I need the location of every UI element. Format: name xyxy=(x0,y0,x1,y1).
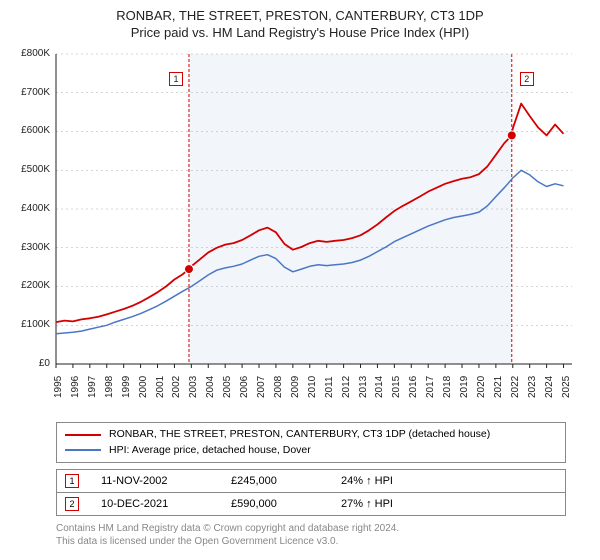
table-marker: 2 xyxy=(65,497,79,511)
sale-marker-1: 1 xyxy=(169,72,183,86)
x-axis-label: 2003 xyxy=(188,376,199,398)
x-axis-label: 1996 xyxy=(70,376,81,398)
x-axis-label: 2013 xyxy=(358,376,369,398)
x-axis-label: 2020 xyxy=(476,376,487,398)
x-axis-label: 2017 xyxy=(425,376,436,398)
legend: RONBAR, THE STREET, PRESTON, CANTERBURY,… xyxy=(56,422,566,464)
legend-label: HPI: Average price, detached house, Dove… xyxy=(109,443,311,459)
x-axis-label: 2021 xyxy=(493,376,504,398)
x-axis-label: 2018 xyxy=(442,376,453,398)
x-axis-label: 2001 xyxy=(155,376,166,398)
footer-line-1: Contains HM Land Registry data © Crown c… xyxy=(56,522,566,535)
sale-marker-2: 2 xyxy=(520,72,534,86)
title-line-2: Price paid vs. HM Land Registry's House … xyxy=(10,25,590,42)
x-axis-label: 2006 xyxy=(239,376,250,398)
x-axis-label: 2012 xyxy=(341,376,352,398)
y-axis-label: £700K xyxy=(10,87,50,98)
sale-price: £245,000 xyxy=(231,475,341,487)
y-axis-label: £200K xyxy=(10,280,50,291)
x-axis-label: 2008 xyxy=(273,376,284,398)
line-chart xyxy=(10,48,590,418)
y-axis-label: £100K xyxy=(10,319,50,330)
sale-price: £590,000 xyxy=(231,498,341,510)
x-axis-label: 2009 xyxy=(290,376,301,398)
transactions-table: 1 11-NOV-2002£245,00024% ↑ HPI 2 10-DEC-202… xyxy=(56,469,566,516)
x-axis-label: 2007 xyxy=(256,376,267,398)
legend-swatch xyxy=(65,449,101,451)
x-axis-label: 1997 xyxy=(87,376,98,398)
footer-line-2: This data is licensed under the Open Gov… xyxy=(56,535,566,548)
y-axis-label: £0 xyxy=(10,358,50,369)
x-axis-label: 1999 xyxy=(121,376,132,398)
sale-date: 11-NOV-2002 xyxy=(101,475,231,487)
table-row: 1 11-NOV-2002£245,00024% ↑ HPI xyxy=(57,470,565,493)
x-axis-label: 2014 xyxy=(374,376,385,398)
x-axis-label: 2002 xyxy=(171,376,182,398)
x-axis-label: 2000 xyxy=(138,376,149,398)
title-line-1: RONBAR, THE STREET, PRESTON, CANTERBURY,… xyxy=(10,8,590,25)
hpi-diff: 27% ↑ HPI xyxy=(341,498,393,510)
y-axis-label: £800K xyxy=(10,48,50,59)
y-axis-label: £400K xyxy=(10,203,50,214)
x-axis-label: 2023 xyxy=(527,376,538,398)
table-row: 2 10-DEC-2021£590,00027% ↑ HPI xyxy=(57,493,565,516)
legend-swatch xyxy=(65,434,101,436)
x-axis-label: 1995 xyxy=(53,376,64,398)
x-axis-label: 2019 xyxy=(459,376,470,398)
chart-title: RONBAR, THE STREET, PRESTON, CANTERBURY,… xyxy=(10,8,590,42)
hpi-diff: 24% ↑ HPI xyxy=(341,475,393,487)
y-axis-label: £600K xyxy=(10,125,50,136)
legend-item: HPI: Average price, detached house, Dove… xyxy=(65,443,557,459)
x-axis-label: 2011 xyxy=(324,376,335,398)
x-axis-label: 1998 xyxy=(104,376,115,398)
x-axis-label: 2016 xyxy=(408,376,419,398)
x-axis-label: 2024 xyxy=(544,376,555,398)
footer: Contains HM Land Registry data © Crown c… xyxy=(56,522,566,548)
x-axis-label: 2015 xyxy=(391,376,402,398)
y-axis-label: £500K xyxy=(10,164,50,175)
x-axis-label: 2025 xyxy=(561,376,572,398)
x-axis-label: 2010 xyxy=(307,376,318,398)
table-marker: 1 xyxy=(65,474,79,488)
legend-item: RONBAR, THE STREET, PRESTON, CANTERBURY,… xyxy=(65,427,557,443)
legend-label: RONBAR, THE STREET, PRESTON, CANTERBURY,… xyxy=(109,427,490,443)
chart-area: £0 £100K £200K £300K £400K £500K £600K £700K £80… xyxy=(10,48,590,418)
x-axis-label: 2022 xyxy=(510,376,521,398)
sale-date: 10-DEC-2021 xyxy=(101,498,231,510)
container: RONBAR, THE STREET, PRESTON, CANTERBURY,… xyxy=(0,0,600,560)
x-axis-label: 2005 xyxy=(222,376,233,398)
y-axis-label: £300K xyxy=(10,242,50,253)
x-axis-label: 2004 xyxy=(205,376,216,398)
